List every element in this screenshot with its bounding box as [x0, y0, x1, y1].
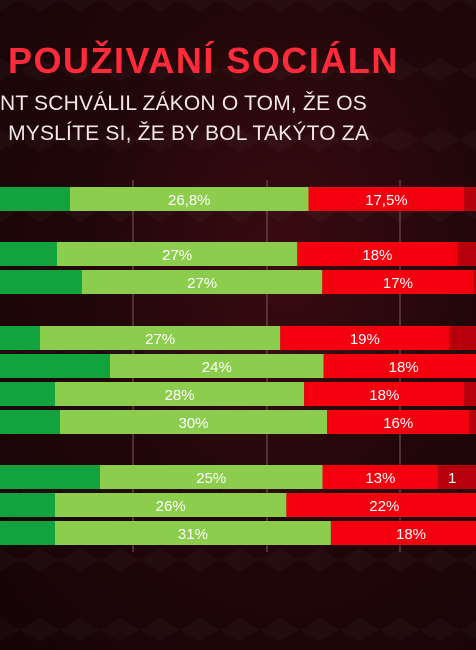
bar-red-row-3: [322, 270, 474, 294]
data-label-red-row-3: 17%: [383, 275, 413, 292]
data-label-red-row-4: 19%: [350, 331, 380, 348]
bar-dark-red-row-3: [473, 270, 476, 294]
data-label-red-row-2: 18%: [362, 247, 392, 264]
bar-dark-red-row-1: [464, 187, 476, 211]
bar-dark-red-row-4: [449, 326, 476, 350]
bar-dark-green-row-10: [0, 521, 55, 545]
data-label-red-row-10: 18%: [396, 526, 426, 543]
data-label-light-green-row-2: 27%: [162, 247, 192, 264]
bar-light-green-row-3: [82, 270, 323, 294]
bar-light-green-row-4: [40, 326, 281, 350]
data-label-red-row-9: 22%: [369, 498, 399, 515]
chart-title: POUŽIVANÍ SOCIÁLN: [8, 40, 399, 81]
bar-dark-red-row-8: [438, 465, 476, 489]
data-label-light-green-row-5: 24%: [202, 359, 232, 376]
data-label-red-row-1: 17,5%: [365, 192, 408, 209]
data-label-light-green-row-1: 26,8%: [168, 192, 211, 209]
bar-dark-red-row-6: [464, 382, 476, 406]
data-label-light-green-row-10: 31%: [178, 526, 208, 543]
bar-red-row-4: [280, 326, 450, 350]
bar-dark-green-row-8: [0, 465, 100, 489]
bar-red-row-10: [330, 521, 476, 545]
bar-light-green-row-7: [60, 410, 327, 434]
bar-red-row-9: [286, 493, 476, 517]
bar-dark-green-row-1: [0, 187, 70, 211]
bar-dark-green-row-4: [0, 326, 40, 350]
bar-light-green-row-1: [70, 187, 309, 211]
bar-light-green-row-2: [57, 242, 298, 266]
bar-dark-red-row-2: [457, 242, 476, 266]
data-label-red-row-6: 18%: [369, 387, 399, 404]
bar-dark-green-row-7: [0, 410, 60, 434]
bar-red-row-1: [308, 187, 465, 211]
bar-light-green-row-8: [100, 465, 323, 489]
data-label-red-row-7: 16%: [383, 415, 413, 432]
bar-dark-green-row-6: [0, 382, 55, 406]
bar-dark-green-row-9: [0, 493, 55, 517]
bar-red-row-6: [304, 382, 465, 406]
bar-light-green-row-6: [55, 382, 305, 406]
data-label-red-row-5: 18%: [389, 359, 419, 376]
bar-red-row-7: [327, 410, 470, 434]
bar-red-row-8: [322, 465, 439, 489]
bar-light-green-row-9: [55, 493, 287, 517]
data-label-light-green-row-9: 26%: [156, 498, 186, 515]
bar-dark-green-row-3: [0, 270, 82, 294]
bar-light-green-row-10: [55, 521, 331, 545]
data-label-red-row-8: 13%: [365, 470, 395, 487]
bar-dark-red-row-7: [469, 410, 476, 434]
data-label-light-green-row-6: 28%: [165, 387, 195, 404]
bar-light-green-row-5: [110, 354, 324, 378]
bar-dark-green-row-2: [0, 242, 57, 266]
bar-red-row-2: [297, 242, 458, 266]
data-label-light-green-row-4: 27%: [145, 331, 175, 348]
bar-red-row-5: [323, 354, 476, 378]
question-line-2: . MYSLÍTE SI, ŽE BY BOL TAKÝTO ZA: [0, 122, 370, 145]
data-label-light-green-row-3: 27%: [187, 275, 217, 292]
data-label-light-green-row-8: 25%: [196, 470, 226, 487]
bar-dark-green-row-5: [0, 354, 110, 378]
data-label-light-green-row-7: 30%: [178, 415, 208, 432]
data-label-dark-red-row-8: 1: [448, 470, 456, 487]
question-line-1: NT SCHVÁLIL ZÁKON O TOM, ŽE OS: [0, 92, 367, 115]
